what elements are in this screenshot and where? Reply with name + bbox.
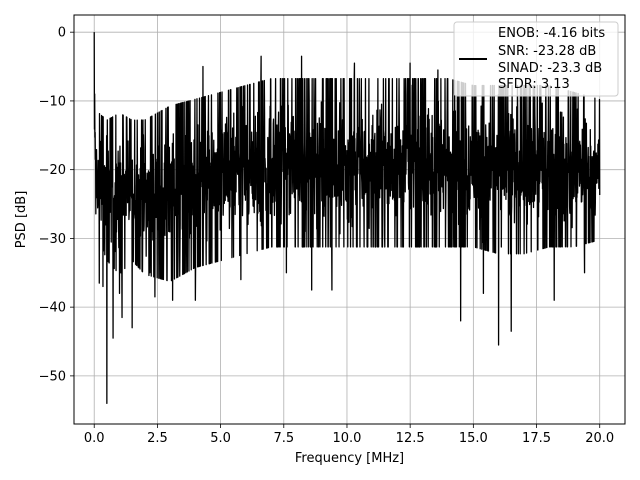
x-tick-label: 10.0 bbox=[332, 431, 361, 446]
legend-line-snr: SNR: -23.28 dB bbox=[498, 44, 596, 59]
y-tick-label: −30 bbox=[39, 232, 66, 247]
y-tick-label: −50 bbox=[39, 369, 66, 384]
legend-line-sfdr: SFDR: 3.13 bbox=[498, 77, 570, 92]
x-tick-label: 0.0 bbox=[84, 431, 105, 446]
x-tick-label: 2.5 bbox=[147, 431, 168, 446]
x-tick-label: 12.5 bbox=[396, 431, 425, 446]
legend-line-enob: ENOB: -4.16 bits bbox=[498, 26, 605, 41]
series-layer bbox=[93, 32, 601, 405]
y-tick-label: −20 bbox=[39, 163, 66, 178]
x-tick-label: 15.0 bbox=[459, 431, 488, 446]
x-axis-ticks: 0.0 2.5 5.0 7.5 10.0 12.5 15.0 17.5 20.0 bbox=[84, 424, 614, 446]
plot-frame bbox=[73, 14, 626, 425]
x-tick-label: 17.5 bbox=[522, 431, 551, 446]
x-axis-label: Frequency [MHz] bbox=[295, 451, 404, 466]
y-tick-label: −10 bbox=[39, 94, 66, 109]
legend-box bbox=[453, 21, 619, 97]
x-tick-label: 7.5 bbox=[273, 431, 294, 446]
x-tick-label: 20.0 bbox=[585, 431, 614, 446]
x-tick-label: 5.0 bbox=[210, 431, 231, 446]
y-axis-ticks: 0 −10 −20 −30 −40 −50 bbox=[39, 26, 74, 384]
y-axis-label: PSD [dB] bbox=[14, 191, 29, 249]
y-tick-label: −40 bbox=[39, 301, 66, 316]
y-tick-label: 0 bbox=[58, 26, 66, 41]
legend-line-sinad: SINAD: -23.3 dB bbox=[498, 61, 602, 76]
psd-series-line bbox=[93, 32, 601, 405]
legend: ENOB: -4.16 bits SNR: -23.28 dB SINAD: -… bbox=[453, 21, 619, 97]
